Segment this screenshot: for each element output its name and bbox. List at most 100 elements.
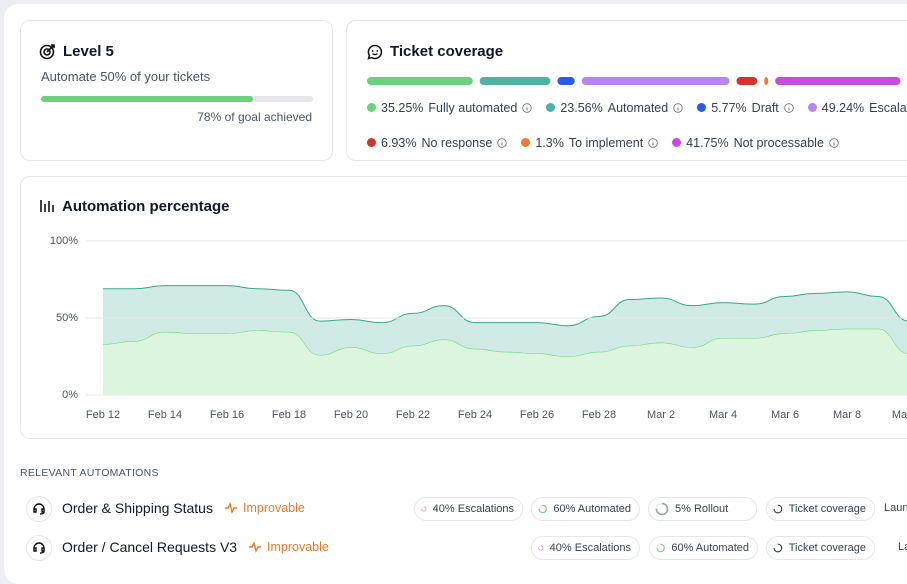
legend-item: 5.77% Draft xyxy=(697,99,794,116)
metric-chip: 60% Automated xyxy=(531,497,640,521)
x-tick-label: Feb 26 xyxy=(520,409,554,421)
x-tick-label: Mar 6 xyxy=(771,409,799,421)
legend-dot xyxy=(546,103,556,112)
legend-name: Fully automated xyxy=(428,100,518,115)
legend-dot xyxy=(807,103,817,112)
metric-chip: 60% Automated xyxy=(649,536,758,560)
trailing-text: La xyxy=(898,541,907,553)
info-icon xyxy=(522,102,533,113)
x-tick-label: Mar 4 xyxy=(709,409,737,421)
coverage-segment xyxy=(581,77,730,85)
y-tick-label: 100% xyxy=(50,235,78,247)
info-icon xyxy=(784,102,794,113)
progress-label: 78% of goal achieved xyxy=(197,110,312,124)
x-tick-label: Mar 8 xyxy=(833,409,861,421)
status-badge: Improvable xyxy=(248,540,329,554)
level-title: Level 5 xyxy=(63,43,114,60)
chip-icon xyxy=(538,504,547,514)
chip-text: 40% Escalations xyxy=(549,542,631,554)
info-icon xyxy=(829,137,839,148)
metric-chip: 40% Escalations xyxy=(414,497,523,521)
progress-track xyxy=(41,96,313,102)
chip-icon xyxy=(773,543,783,553)
icon-bg xyxy=(26,496,52,522)
legend-item: 6.93% No response xyxy=(367,134,508,151)
legend-value: 23.56% xyxy=(560,100,603,115)
legend-dot xyxy=(521,138,531,147)
coverage-segment xyxy=(764,77,769,85)
chip-icon xyxy=(656,543,665,553)
status-text: Improvable xyxy=(243,501,305,515)
chip-ring xyxy=(773,543,783,553)
info-ring xyxy=(648,137,658,148)
chip-text: Ticket coverage xyxy=(788,503,866,515)
x-tick-label: Feb 12 xyxy=(86,409,120,421)
x-tick-label: Feb 16 xyxy=(210,409,244,421)
legend-dot xyxy=(697,103,707,112)
automation-row: Order & Shipping Status Improvable 40% Esc… xyxy=(26,496,907,522)
info-ring xyxy=(829,137,839,148)
info-ring xyxy=(784,102,794,113)
info-ring xyxy=(522,102,533,113)
x-tick-label: Feb 22 xyxy=(396,409,430,421)
row-icon xyxy=(26,496,52,522)
status-badge: Improvable xyxy=(224,501,305,515)
info-ring xyxy=(673,102,683,113)
x-tick-label: Feb 14 xyxy=(148,409,182,421)
metric-chip: 5% Rollout xyxy=(648,497,757,521)
metric-chip: Ticket coverage xyxy=(766,536,875,560)
pulse-icon xyxy=(225,501,237,515)
chip-text: Ticket coverage xyxy=(788,542,866,554)
legend-item: 49.24% Escalated xyxy=(807,99,907,116)
legend-name: Not processable xyxy=(733,135,824,150)
level-subtitle: Automate 50% of your tickets xyxy=(41,69,211,84)
legend-value: 5.77% xyxy=(711,100,747,115)
metric-chip: Ticket coverage xyxy=(766,497,875,521)
info-icon xyxy=(497,137,508,148)
info-icon xyxy=(648,137,658,148)
automation-row: Order / Cancel Requests V3 Improvable 40% … xyxy=(26,535,907,561)
chip-icon xyxy=(773,504,783,514)
chip-text: 60% Automated xyxy=(671,542,749,554)
x-tick-label: Feb 20 xyxy=(334,409,368,421)
chip-ring xyxy=(421,506,427,512)
info-ring xyxy=(497,137,508,148)
metric-chip: 40% Escalations xyxy=(531,536,640,560)
headset xyxy=(33,503,45,515)
row-icon xyxy=(26,535,52,561)
x-tick-label: Mar 2 xyxy=(647,409,675,421)
legend-item: 41.75% Not processable xyxy=(672,134,839,151)
automation-name: Order & Shipping Status xyxy=(62,500,213,516)
legend-value: 1.3% xyxy=(535,135,564,150)
legend-name: Automated xyxy=(607,100,669,115)
coverage-segment xyxy=(775,77,901,85)
coverage-card: Ticket coverage 35.25% Fully automated 23.… xyxy=(346,20,907,161)
legend-name: Escalated xyxy=(869,100,907,115)
automation-name: Order / Cancel Requests V3 xyxy=(62,539,238,555)
chart-title: Automation percentage xyxy=(62,198,230,215)
x-tick-label: Feb 18 xyxy=(272,409,306,421)
coverage-legend: 35.25% Fully automated 23.56% Automated 5.77… xyxy=(367,99,907,151)
coverage-segment xyxy=(736,77,758,85)
chip-text: 40% Escalations xyxy=(432,503,514,515)
pulse xyxy=(249,540,261,554)
legend-dot xyxy=(672,138,682,147)
coverage-title: Ticket coverage xyxy=(390,43,504,60)
chip-icon xyxy=(655,502,669,516)
legend-dot xyxy=(367,138,376,147)
chip-text: 5% Rollout xyxy=(675,503,729,515)
legend-value: 6.93% xyxy=(381,135,417,150)
legend-value: 41.75% xyxy=(686,135,729,150)
x-tick-label: Mar 10 xyxy=(892,409,907,421)
area-fill xyxy=(103,328,907,395)
chip-ring xyxy=(655,502,669,516)
icon-bg xyxy=(26,535,52,561)
progress-fill xyxy=(41,96,254,102)
x-tick-label: Feb 24 xyxy=(458,409,492,421)
pulse-icon xyxy=(249,540,261,554)
chip-ring xyxy=(656,543,665,553)
chip-ring xyxy=(538,545,544,551)
legend-name: Draft xyxy=(751,100,779,115)
